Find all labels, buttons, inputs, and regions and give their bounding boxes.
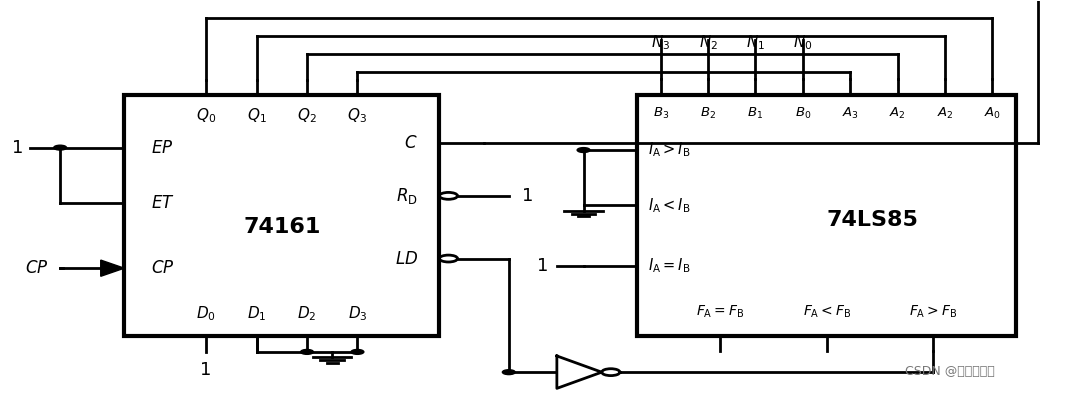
Polygon shape (101, 260, 124, 276)
Text: $\mathit{D}_{2}$: $\mathit{D}_{2}$ (298, 304, 317, 323)
Text: $\mathit{A}_{3}$: $\mathit{A}_{3}$ (842, 106, 859, 121)
Text: $\mathit{Q}_{2}$: $\mathit{Q}_{2}$ (297, 107, 317, 125)
Text: $\mathit{C}$: $\mathit{C}$ (405, 134, 418, 152)
Text: $\mathit{A}_{0}$: $\mathit{A}_{0}$ (984, 106, 1001, 121)
Text: $\mathit{B}_{1}$: $\mathit{B}_{1}$ (748, 106, 764, 121)
Text: $\mathit{Q}_{1}$: $\mathit{Q}_{1}$ (246, 107, 267, 125)
Circle shape (577, 148, 590, 153)
Text: CSDN @楼店八先生: CSDN @楼店八先生 (905, 365, 995, 378)
FancyBboxPatch shape (637, 95, 1016, 336)
Text: $\mathit{D}_{3}$: $\mathit{D}_{3}$ (348, 304, 367, 323)
Text: $\mathit{CP}$: $\mathit{CP}$ (151, 259, 175, 277)
Text: $\mathit{F}_\mathrm{A}>\mathit{F}_\mathrm{B}$: $\mathit{F}_\mathrm{A}>\mathit{F}_\mathr… (909, 304, 956, 320)
Text: 1: 1 (200, 361, 212, 379)
FancyBboxPatch shape (124, 95, 439, 336)
Circle shape (54, 145, 66, 150)
Text: $\mathit{B}_{2}$: $\mathit{B}_{2}$ (700, 106, 716, 121)
Text: $\mathit{CP}$: $\mathit{CP}$ (25, 259, 48, 277)
Text: 1: 1 (12, 139, 24, 157)
Text: 74161: 74161 (243, 217, 320, 237)
Circle shape (351, 350, 364, 354)
Text: $\mathit{Q}_{0}$: $\mathit{Q}_{0}$ (196, 107, 216, 125)
Text: $\mathit{D}_{0}$: $\mathit{D}_{0}$ (196, 304, 216, 323)
Text: $\mathit{A}_{2}$: $\mathit{A}_{2}$ (937, 106, 953, 121)
Text: $\mathit{N}_{1}$: $\mathit{N}_{1}$ (745, 33, 765, 52)
Text: $\mathit{I}_\mathrm{A}{=}\mathit{I}_\mathrm{B}$: $\mathit{I}_\mathrm{A}{=}\mathit{I}_\mat… (648, 256, 690, 275)
Text: $\mathit{B}_{0}$: $\mathit{B}_{0}$ (795, 106, 811, 121)
Text: $\mathit{N}_{0}$: $\mathit{N}_{0}$ (794, 33, 813, 52)
Text: $\mathit{A}_{2}$: $\mathit{A}_{2}$ (889, 106, 906, 121)
Text: 1: 1 (538, 257, 548, 275)
Text: 74LS85: 74LS85 (826, 210, 918, 230)
Circle shape (439, 255, 457, 262)
Text: $\mathit{LD}$: $\mathit{LD}$ (395, 250, 418, 268)
Text: $\mathit{F}_\mathrm{A}<\mathit{F}_\mathrm{B}$: $\mathit{F}_\mathrm{A}<\mathit{F}_\mathr… (802, 304, 850, 320)
Text: $\mathit{N}_{2}$: $\mathit{N}_{2}$ (698, 33, 718, 52)
Text: $\mathit{F}_\mathrm{A}=\mathit{F}_\mathrm{B}$: $\mathit{F}_\mathrm{A}=\mathit{F}_\mathr… (696, 304, 744, 320)
Circle shape (602, 369, 620, 376)
Text: $\mathit{D}_{1}$: $\mathit{D}_{1}$ (246, 304, 267, 323)
Text: $\mathit{R}_\mathrm{D}$: $\mathit{R}_\mathrm{D}$ (396, 186, 418, 206)
Text: $\mathit{B}_{3}$: $\mathit{B}_{3}$ (652, 106, 668, 121)
Circle shape (301, 350, 314, 354)
Polygon shape (557, 356, 602, 388)
Text: 1: 1 (522, 187, 533, 205)
Circle shape (502, 370, 515, 375)
Circle shape (439, 193, 457, 199)
Text: $\mathit{I}_\mathrm{A}{>}\mathit{I}_\mathrm{B}$: $\mathit{I}_\mathrm{A}{>}\mathit{I}_\mat… (648, 141, 690, 160)
Text: $\mathit{N}_{3}$: $\mathit{N}_{3}$ (651, 33, 670, 52)
Text: $\mathit{EP}$: $\mathit{EP}$ (151, 139, 174, 157)
Text: $\mathit{Q}_{3}$: $\mathit{Q}_{3}$ (347, 107, 367, 125)
Text: $\mathit{I}_\mathrm{A}{<}\mathit{I}_\mathrm{B}$: $\mathit{I}_\mathrm{A}{<}\mathit{I}_\mat… (648, 196, 690, 215)
Text: $\mathit{ET}$: $\mathit{ET}$ (151, 194, 175, 212)
